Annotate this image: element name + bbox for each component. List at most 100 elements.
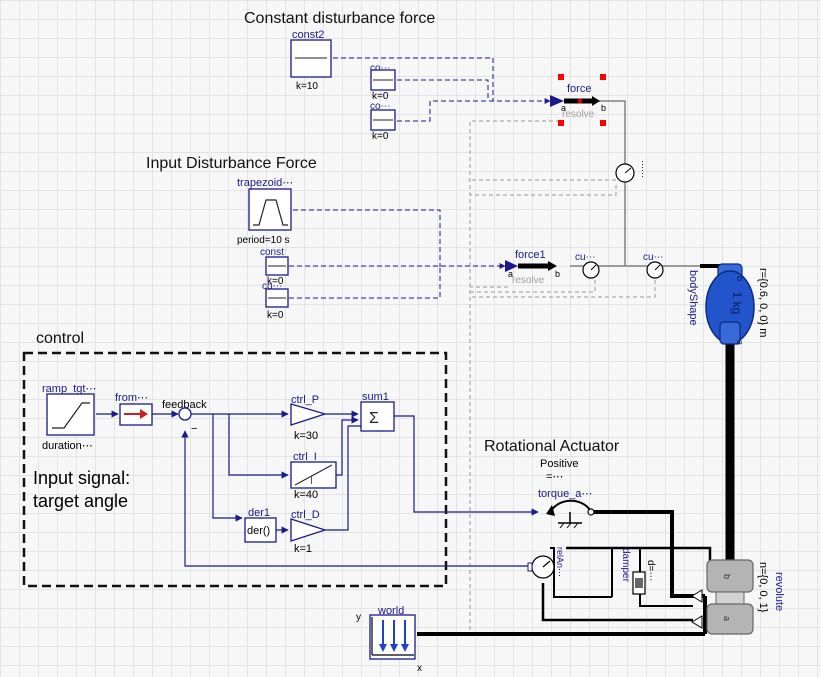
co-c-name: co⋯ xyxy=(262,281,283,292)
frame-connections xyxy=(570,100,700,267)
body-name: bodyShape xyxy=(687,270,699,326)
body-side-a: a xyxy=(735,340,745,345)
sensor-top-name: ⋯⋯ xyxy=(638,160,648,178)
cu1-name: cu⋯ xyxy=(575,252,596,263)
cu-sensor-2[interactable]: cu⋯ xyxy=(643,252,664,279)
damper-piston xyxy=(635,578,643,588)
const-name: const xyxy=(260,247,284,258)
trapezoid-name: trapezoid⋯ xyxy=(237,177,293,189)
sum1-box xyxy=(360,401,395,432)
trapezoid-param: period=10 s xyxy=(237,235,290,246)
trapezoid-glyph xyxy=(253,199,288,226)
cu2-needle xyxy=(654,264,661,271)
der1-glyph: der() xyxy=(247,525,270,537)
body-mass: 1 kg xyxy=(730,292,744,315)
force1-input-port xyxy=(505,260,518,272)
force-center-dot xyxy=(577,98,583,104)
world-axis-x-label: x xyxy=(417,663,422,674)
cu1-needle xyxy=(590,264,597,271)
ramp-block[interactable]: ramp_tgt⋯ duration⋯ xyxy=(42,383,96,452)
co-b-name: co⋯ xyxy=(370,101,391,112)
mechanical-connections xyxy=(417,98,735,636)
der1-block[interactable]: der1 der() xyxy=(244,507,277,543)
trapezoid-block[interactable]: trapezoid⋯ period=10 s xyxy=(237,177,293,246)
torque-flange xyxy=(587,508,595,516)
input-signal-text-2: target angle xyxy=(33,491,128,511)
selection-handle[interactable] xyxy=(558,120,564,126)
damper-block[interactable]: damper d=⋯ xyxy=(620,548,656,595)
from-name: from⋯ xyxy=(115,392,148,404)
torque-hatch xyxy=(573,522,579,529)
force-block[interactable]: force a b resolve xyxy=(550,74,606,126)
input-signal-text-1: Input signal: xyxy=(33,468,130,488)
ctrl-d-name: ctrl_D xyxy=(291,509,320,521)
force1-arrow-head xyxy=(548,261,557,271)
cu-sensor-1[interactable]: cu⋯ xyxy=(575,252,600,279)
ctrl-d-block[interactable]: ctrl_D k=1 xyxy=(290,509,328,555)
world-box xyxy=(369,614,416,660)
relative-needle xyxy=(542,560,551,568)
const-block[interactable]: const k=0 xyxy=(260,247,289,287)
ctrl-p-block[interactable]: ctrl_P k=30 xyxy=(290,394,328,442)
const2-block[interactable]: const2 k=10 xyxy=(290,29,332,92)
ctrl-d-gain xyxy=(290,518,328,542)
feedback-minus: − xyxy=(191,423,197,435)
ctrl-i-block[interactable]: ctrl_I I k=40 xyxy=(290,451,337,501)
torque-label: Positive xyxy=(540,458,579,470)
damper-param: d=⋯ xyxy=(645,560,656,581)
relative-name: relAn⋯ xyxy=(555,547,565,577)
const2-name: const2 xyxy=(292,29,324,41)
from-arrow-head xyxy=(140,409,148,419)
co-block-c[interactable]: co⋯ k=0 xyxy=(262,281,289,321)
ramp-name: ramp_tgt⋯ xyxy=(42,383,96,395)
ctrl-p-param: k=30 xyxy=(294,430,318,442)
world-block[interactable]: world y x xyxy=(356,605,422,674)
co-a-name: co⋯ xyxy=(370,63,391,74)
force1-block[interactable]: force1 a b resolve xyxy=(505,249,560,286)
selection-handle[interactable] xyxy=(600,120,606,126)
const-param: k=0 xyxy=(267,276,284,287)
ctrl-i-name: ctrl_I xyxy=(293,451,317,463)
co-b-param: k=0 xyxy=(372,131,389,142)
sum1-block[interactable]: sum1 Σ xyxy=(360,391,395,432)
world-gravity-head xyxy=(379,644,387,652)
force-side-a: a xyxy=(561,103,566,113)
revolute-shaft xyxy=(715,591,745,605)
der1-name: der1 xyxy=(248,507,270,519)
revolute-block[interactable]: b a n={0, 0, 1} revolute xyxy=(691,559,785,635)
relative-output-port xyxy=(527,562,533,572)
revolute-bottom xyxy=(706,603,754,635)
revolute-side-a: a xyxy=(722,616,732,621)
world-gravity-head xyxy=(390,644,398,652)
revolute-param: n={0, 0, 1} xyxy=(757,562,769,613)
torque-hatch xyxy=(559,522,565,529)
force-resolve: resolve xyxy=(562,109,595,120)
co-a-param: k=0 xyxy=(372,91,389,102)
ctrl-p-name: ctrl_P xyxy=(291,394,319,406)
co-block-a[interactable]: co⋯ k=0 xyxy=(370,63,396,102)
body-side-b: b xyxy=(735,276,745,281)
title-constant-disturbance: Constant disturbance force xyxy=(244,10,435,27)
torque-block[interactable]: Positive =⋯ torque_a⋯ xyxy=(538,458,595,529)
cu2-name: cu⋯ xyxy=(643,252,664,263)
dashed-signal-connections xyxy=(289,57,551,299)
torque-hatch xyxy=(566,522,572,529)
const2-param: k=10 xyxy=(296,81,318,92)
from-block[interactable]: from⋯ xyxy=(115,392,153,426)
ramp-glyph xyxy=(52,402,90,429)
feedback-block[interactable]: feedback − xyxy=(162,399,207,435)
co-block-b[interactable]: co⋯ k=0 xyxy=(370,101,396,142)
sensor-top-block[interactable]: ⋯⋯ xyxy=(615,160,648,183)
force-input-port xyxy=(550,95,564,107)
body-shape-block[interactable]: 1 kg b a bodyShape r={0.6, 0, 0} m xyxy=(687,263,769,345)
force-arrow-head xyxy=(592,96,600,106)
revolute-side-b: b xyxy=(722,574,732,579)
relative-angle-sensor[interactable]: relAn⋯ xyxy=(527,547,565,579)
selection-handle[interactable] xyxy=(558,74,564,80)
ctrl-i-param: k=40 xyxy=(294,489,318,501)
selection-handle[interactable] xyxy=(600,74,606,80)
co-c-param: k=0 xyxy=(267,310,284,321)
damper-name: damper xyxy=(620,548,631,583)
